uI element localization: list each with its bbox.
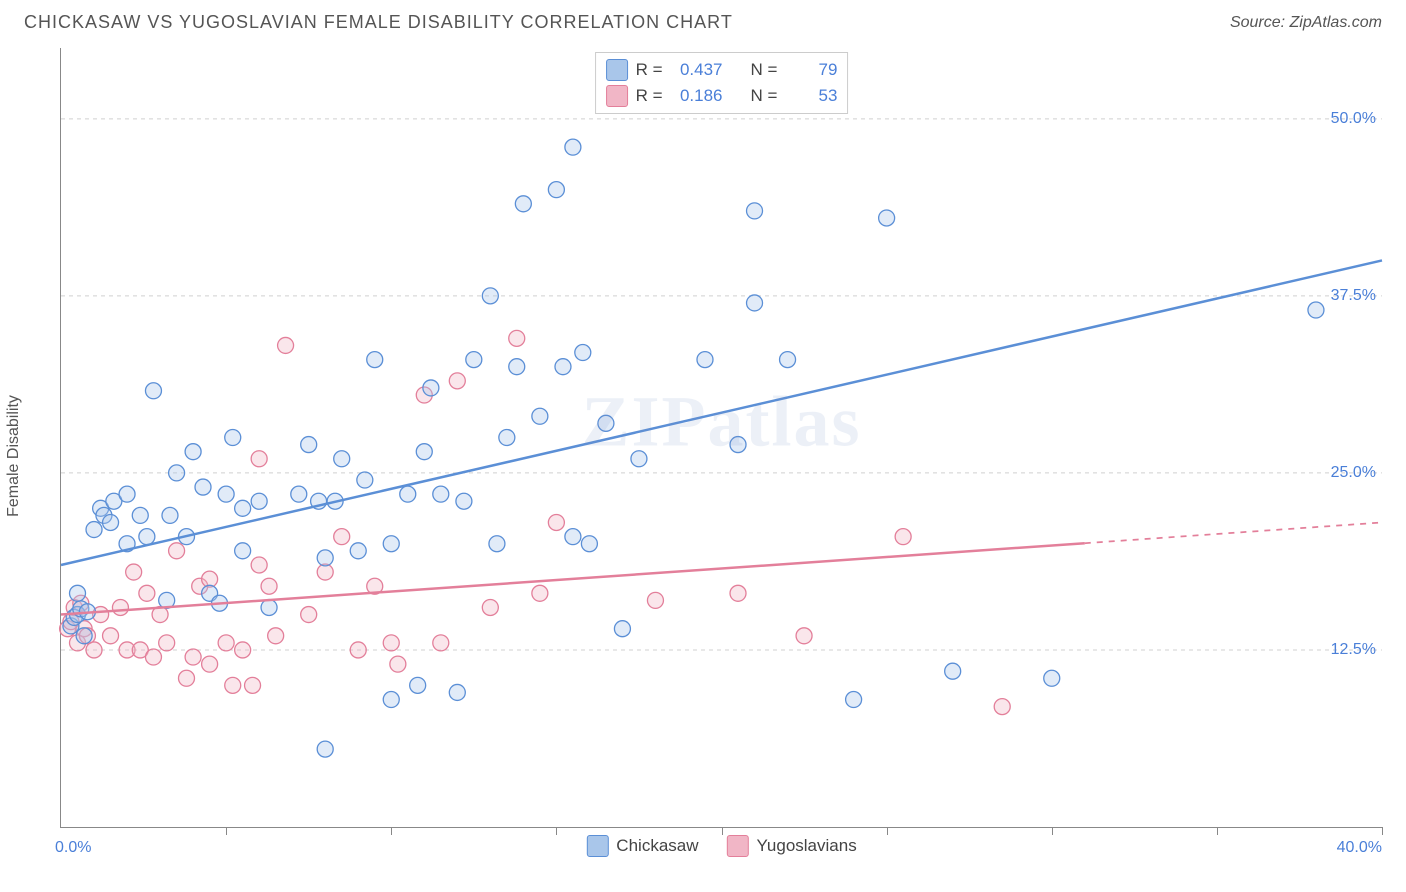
- stats-legend: R = 0.437 N = 79 R = 0.186 N = 53: [595, 52, 849, 114]
- r-label: R =: [636, 60, 663, 80]
- source-attribution: Source: ZipAtlas.com: [1230, 14, 1382, 32]
- x-tick: [722, 827, 723, 835]
- x-tick: [1052, 827, 1053, 835]
- r-value-chickasaw: 0.437: [671, 60, 723, 80]
- swatch-yugoslavians-icon: [727, 835, 749, 857]
- n-label: N =: [751, 86, 778, 106]
- trendline: [61, 260, 1382, 565]
- x-tick: [1382, 827, 1383, 835]
- n-label: N =: [751, 60, 778, 80]
- swatch-chickasaw-icon: [606, 59, 628, 81]
- y-tick-label: 50.0%: [1331, 110, 1376, 128]
- trendline-extrapolated: [1085, 522, 1382, 543]
- y-tick-label: 25.0%: [1331, 464, 1376, 482]
- n-value-chickasaw: 79: [785, 60, 837, 80]
- plot-area: ZIPatlas R = 0.437 N = 79 R = 0.186 N = …: [60, 48, 1382, 828]
- y-tick-label: 37.5%: [1331, 287, 1376, 305]
- swatch-yugoslavians-icon: [606, 85, 628, 107]
- x-axis-max-label: 40.0%: [1337, 839, 1382, 857]
- chart-container: Female Disability ZIPatlas R = 0.437 N =…: [24, 48, 1382, 864]
- r-label: R =: [636, 86, 663, 106]
- n-value-yugoslavians: 53: [785, 86, 837, 106]
- series-legend: Chickasaw Yugoslavians: [586, 835, 856, 857]
- x-tick: [391, 827, 392, 835]
- r-value-yugoslavians: 0.186: [671, 86, 723, 106]
- x-tick: [1217, 827, 1218, 835]
- trendline: [61, 543, 1085, 614]
- trendlines-layer: [61, 48, 1382, 827]
- y-axis-label: Female Disability: [5, 395, 23, 517]
- x-axis-min-label: 0.0%: [55, 839, 91, 857]
- legend-item-yugoslavians: Yugoslavians: [727, 835, 857, 857]
- y-tick-label: 12.5%: [1331, 641, 1376, 659]
- swatch-chickasaw-icon: [586, 835, 608, 857]
- stats-row-yugoslavians: R = 0.186 N = 53: [602, 83, 842, 109]
- legend-label-chickasaw: Chickasaw: [616, 836, 698, 856]
- chart-title: CHICKASAW VS YUGOSLAVIAN FEMALE DISABILI…: [24, 12, 733, 33]
- x-tick: [887, 827, 888, 835]
- legend-label-yugoslavians: Yugoslavians: [757, 836, 857, 856]
- x-tick: [556, 827, 557, 835]
- stats-row-chickasaw: R = 0.437 N = 79: [602, 57, 842, 83]
- x-tick: [226, 827, 227, 835]
- legend-item-chickasaw: Chickasaw: [586, 835, 698, 857]
